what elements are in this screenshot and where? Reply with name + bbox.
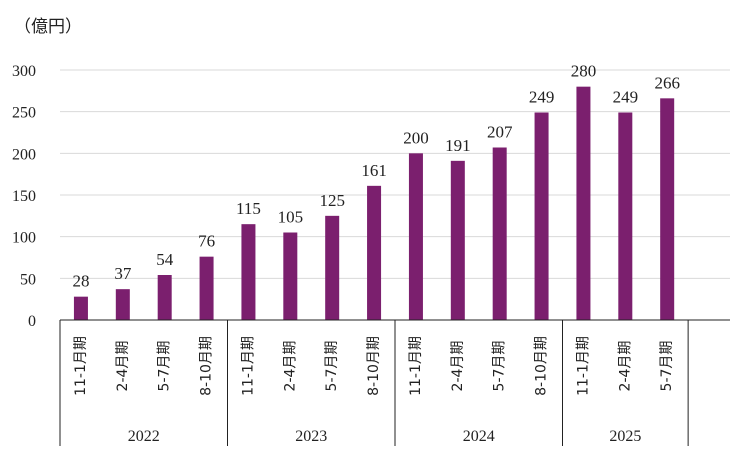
category-label: 5-7月期 bbox=[324, 341, 340, 392]
bar bbox=[367, 185, 382, 320]
category-label: 11-1月期 bbox=[575, 336, 591, 396]
bar bbox=[534, 112, 549, 320]
y-tick-label: 100 bbox=[12, 230, 36, 247]
category-label: 8-10月期 bbox=[366, 336, 382, 396]
data-label: 115 bbox=[236, 199, 261, 218]
bar bbox=[283, 232, 298, 320]
bar bbox=[157, 275, 172, 320]
category-label: 8-10月期 bbox=[199, 336, 215, 396]
category-label: 11-1月期 bbox=[408, 336, 424, 396]
category-label: 2-4月期 bbox=[115, 341, 131, 392]
y-tick-label: 200 bbox=[12, 146, 36, 163]
category-label: 8-10月期 bbox=[534, 336, 550, 396]
category-label: 5-7月期 bbox=[157, 341, 173, 392]
year-group-label: 2025 bbox=[609, 428, 641, 445]
bar bbox=[73, 296, 88, 320]
bar bbox=[199, 256, 214, 320]
bar bbox=[408, 153, 423, 320]
y-tick-label: 50 bbox=[20, 271, 36, 288]
bar bbox=[492, 147, 507, 320]
data-label: 200 bbox=[403, 128, 429, 147]
data-label: 266 bbox=[654, 73, 680, 92]
data-label: 105 bbox=[278, 208, 304, 227]
bar bbox=[618, 112, 633, 320]
bar bbox=[576, 86, 591, 321]
data-label: 249 bbox=[529, 88, 555, 107]
data-label: 76 bbox=[198, 232, 215, 251]
year-group-label: 2024 bbox=[463, 428, 495, 445]
data-label: 54 bbox=[156, 250, 174, 269]
y-axis-ticks: 0 50 100 150 200 250 300 bbox=[12, 63, 36, 330]
bar bbox=[450, 160, 465, 320]
data-label: 161 bbox=[361, 161, 387, 180]
y-tick-label: 150 bbox=[12, 188, 36, 205]
bar bbox=[325, 215, 340, 320]
category-label: 2-4月期 bbox=[282, 341, 298, 392]
unit-label: （億円） bbox=[14, 17, 82, 37]
y-tick-label: 0 bbox=[28, 313, 36, 330]
data-label: 125 bbox=[319, 191, 345, 210]
category-label: 5-7月期 bbox=[659, 341, 675, 392]
category-label: 5-7月期 bbox=[492, 341, 508, 392]
data-label: 191 bbox=[445, 136, 471, 155]
data-label: 249 bbox=[613, 88, 639, 107]
y-tick-label: 250 bbox=[12, 105, 36, 122]
category-axis: 11-1月期 2-4月期 5-7月期 8-10月期 11-1月期 2-4月期 5-7月期 8-… bbox=[59, 319, 730, 446]
data-labels: 28 37 54 76 115 105 125 161 200 191 207 249 280 249 26… bbox=[72, 62, 680, 291]
y-tick-label: 300 bbox=[12, 63, 36, 80]
year-group-label: 2023 bbox=[295, 428, 327, 445]
bar bbox=[115, 289, 130, 320]
bar bbox=[241, 224, 256, 320]
data-label: 207 bbox=[487, 123, 513, 142]
year-group-label: 2022 bbox=[128, 428, 160, 445]
category-label: 2-4月期 bbox=[617, 341, 633, 392]
data-label: 37 bbox=[114, 264, 132, 283]
bars bbox=[73, 86, 675, 321]
data-label: 280 bbox=[571, 62, 597, 81]
bar bbox=[660, 98, 675, 320]
category-label: 2-4月期 bbox=[450, 341, 466, 392]
data-label: 28 bbox=[72, 272, 89, 291]
category-label: 11-1月期 bbox=[73, 336, 89, 396]
category-label: 11-1月期 bbox=[240, 336, 256, 396]
